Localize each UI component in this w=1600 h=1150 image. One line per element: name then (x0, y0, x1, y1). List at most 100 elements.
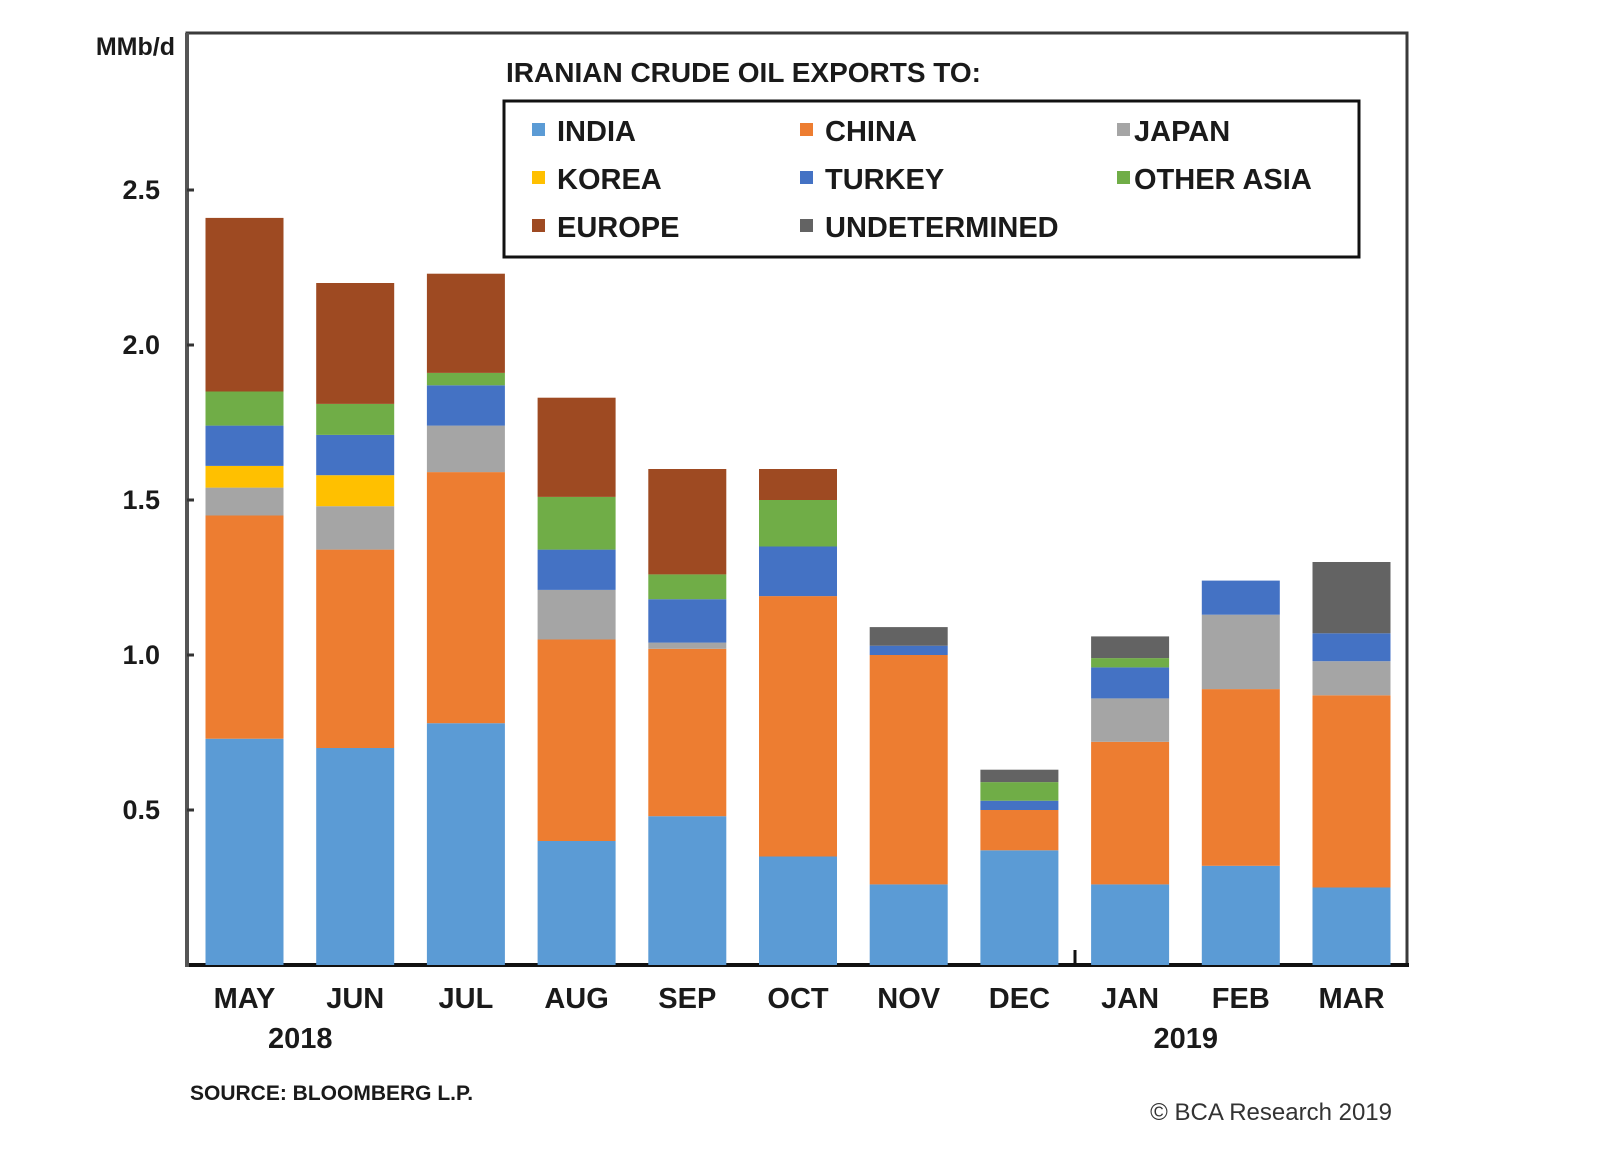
bar-segment-europe (426, 273, 505, 373)
bar-segment-india (980, 850, 1059, 965)
x-tick-label: OCT (767, 983, 829, 1015)
year-label: 2019 (1154, 1023, 1219, 1055)
bar-segment-india (1201, 865, 1280, 965)
bar-segment-other-asia (648, 574, 727, 600)
year-label: 2018 (268, 1023, 333, 1055)
y-tick-label: 2.5 (122, 175, 160, 205)
bar-segment-japan (426, 425, 505, 473)
copyright-note: © BCA Research 2019 (1150, 1099, 1392, 1126)
bar-segment-other-asia (316, 403, 395, 435)
bar-segment-europe (316, 283, 395, 404)
legend-label: JAPAN (1134, 116, 1230, 148)
bar-segment-india (1312, 887, 1391, 965)
legend-swatch (532, 123, 545, 136)
bar-stack-mar (1312, 562, 1391, 965)
legend-label: EUROPE (557, 212, 679, 244)
bar-segment-undetermined (869, 627, 948, 646)
y-tick-label: 1.5 (122, 485, 160, 515)
legend-item-other-asia: OTHER ASIA (1117, 164, 1312, 196)
bar-segment-china (1312, 695, 1391, 888)
x-tick-label: DEC (989, 983, 1050, 1015)
bar-segment-korea (316, 475, 395, 507)
bar-segment-other-asia (759, 500, 837, 547)
bar-stack-sep (648, 469, 727, 965)
bar-segment-turkey (869, 645, 948, 655)
bar-segment-china (205, 515, 284, 739)
bar-segment-turkey (316, 434, 395, 476)
bar-segment-india (648, 816, 727, 965)
x-tick-label: NOV (877, 983, 941, 1015)
bar-segment-undetermined (1312, 562, 1391, 634)
bars-group (205, 217, 1391, 965)
bar-segment-china (426, 472, 505, 724)
y-axis-unit-label: MMb/d (96, 33, 175, 61)
bar-segment-turkey (1201, 580, 1280, 615)
legend-label: UNDETERMINED (825, 212, 1059, 244)
bar-segment-china (648, 648, 727, 817)
legend-swatch (532, 171, 545, 184)
legend-item-turkey: TURKEY (800, 164, 944, 196)
bar-segment-korea (205, 465, 284, 488)
bar-segment-europe (537, 397, 616, 497)
legend-label: OTHER ASIA (1134, 164, 1312, 196)
y-tick-label: 2.0 (122, 330, 160, 360)
bar-stack-jun (316, 283, 395, 965)
legend-label: CHINA (825, 116, 917, 148)
bar-segment-turkey (980, 800, 1059, 810)
bar-stack-jul (426, 273, 505, 965)
bar-segment-other-asia (1091, 658, 1170, 668)
x-tick-label: MAR (1318, 983, 1384, 1015)
bar-segment-japan (205, 487, 284, 516)
bar-segment-other-asia (426, 372, 505, 386)
bar-segment-china (537, 639, 616, 841)
bar-segment-turkey (426, 385, 505, 426)
y-tick-label: 0.5 (122, 795, 160, 825)
x-tick-label: SEP (658, 983, 716, 1015)
bar-segment-china (759, 596, 837, 857)
legend-label: INDIA (557, 116, 636, 148)
legend-swatch (800, 219, 813, 232)
legend-swatch (1117, 171, 1130, 184)
legend-swatch (1117, 123, 1130, 136)
legend-item-india: INDIA (532, 116, 636, 148)
bar-stack-jan (1091, 636, 1170, 965)
bar-segment-other-asia (980, 782, 1059, 801)
x-tick-label: FEB (1212, 983, 1270, 1015)
bar-segment-other-asia (205, 391, 284, 426)
legend-item-korea: KOREA (532, 164, 662, 196)
bar-segment-india (869, 884, 948, 965)
bar-segment-china (1201, 689, 1280, 866)
bar-segment-undetermined (1091, 636, 1170, 659)
bar-segment-china (316, 549, 395, 748)
legend-title: IRANIAN CRUDE OIL EXPORTS TO: (506, 57, 981, 88)
bar-stack-dec (980, 769, 1059, 965)
legend-box (502, 99, 1361, 259)
legend-item-japan: JAPAN (1117, 116, 1230, 148)
legend-swatch (532, 219, 545, 232)
x-tick-label: JUL (439, 983, 494, 1015)
x-tick-label: MAY (214, 983, 276, 1015)
bar-stack-oct (759, 469, 837, 965)
bar-segment-japan (537, 589, 616, 640)
x-tick-label: JUN (326, 983, 384, 1015)
legend: INDIA CHINA JAPAN KOREA TURKEY OTHER ASIA EURO… (532, 116, 1312, 244)
bar-segment-india (537, 841, 616, 965)
bar-segment-japan (648, 642, 727, 649)
bar-segment-europe (759, 469, 837, 500)
bar-segment-turkey (648, 599, 727, 643)
source-note: SOURCE: BLOOMBERG L.P. (190, 1082, 473, 1105)
bar-segment-japan (1201, 614, 1280, 690)
bar-segment-china (869, 655, 948, 885)
bar-segment-turkey (759, 546, 837, 597)
bar-segment-india (759, 856, 837, 965)
bar-stack-feb (1201, 580, 1280, 965)
legend-item-china: CHINA (800, 116, 917, 148)
bar-segment-turkey (537, 549, 616, 590)
bar-segment-india (1091, 884, 1170, 965)
y-tick-label: 1.0 (122, 640, 160, 670)
bar-segment-japan (316, 506, 395, 550)
legend-item-undetermined: UNDETERMINED (800, 212, 1059, 244)
legend-label: KOREA (557, 164, 662, 196)
bar-stack-aug (537, 397, 616, 965)
